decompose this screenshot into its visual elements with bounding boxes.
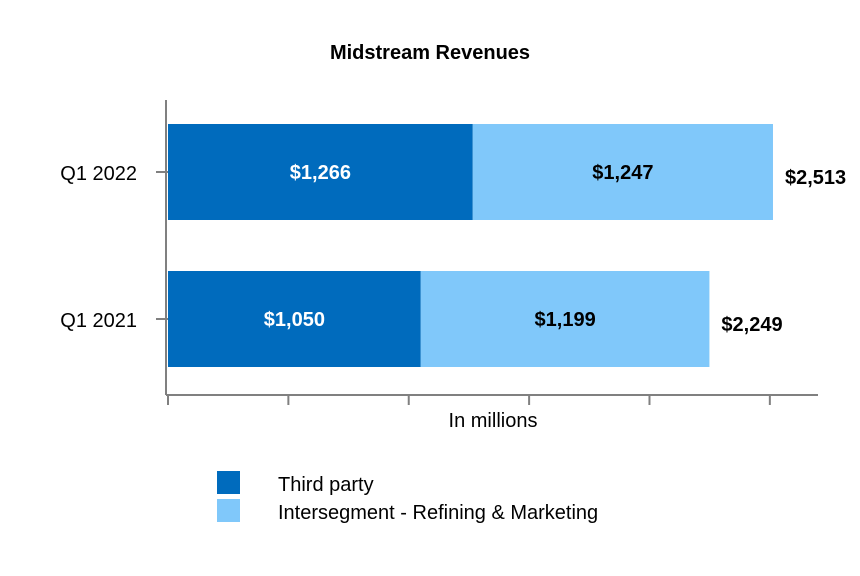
- bar-intersegment-0: [472, 124, 773, 220]
- x-axis-label: In millions: [449, 410, 538, 432]
- category-label: Q1 2021: [60, 310, 137, 332]
- bar-third-party-1: [168, 271, 421, 367]
- legend-swatch-third-party: [217, 471, 240, 494]
- legend-label-intersegment: Intersegment - Refining & Marketing: [278, 502, 598, 524]
- bar-value-label: $1,266: [290, 162, 351, 184]
- legend-label-third-party: Third party: [278, 474, 374, 496]
- bar-total-label: $2,513: [785, 167, 846, 189]
- bar-intersegment-1: [420, 271, 710, 367]
- legend-swatch-intersegment: [217, 499, 240, 522]
- bar-total-label: $2,249: [721, 314, 782, 336]
- bar-value-label: $1,199: [535, 309, 596, 331]
- legend: Third party Intersegment - Refining & Mar…: [217, 471, 598, 524]
- bar-value-label: $1,247: [592, 162, 653, 184]
- bars-layer: $1,266 $1,247 $2,513 $1,050 $1,199 $2,249: [168, 124, 846, 367]
- axes-layer: Q1 2022 Q1 2021: [60, 100, 818, 405]
- bar-value-label: $1,050: [264, 309, 325, 331]
- bar-third-party-0: [168, 124, 473, 220]
- chart-title: Midstream Revenues: [330, 42, 530, 64]
- category-label: Q1 2022: [60, 163, 137, 185]
